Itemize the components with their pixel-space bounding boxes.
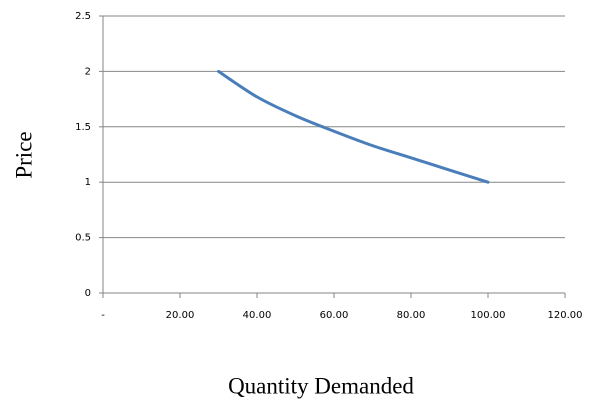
y-tick-label: 1 [85,177,91,188]
x-axis-title: Quantity Demanded [228,373,414,398]
x-tick-label: 60.00 [320,310,349,321]
y-axis-title: Price [11,131,36,178]
y-tick-label: 2.5 [75,11,91,22]
x-tick-label: 120.00 [548,310,583,321]
y-tick-label: 0 [85,288,91,299]
x-tick-label: 40.00 [243,310,272,321]
y-tick-label: 1.5 [75,122,91,133]
x-tick-label: 80.00 [397,310,426,321]
demand-line [217,69,490,184]
x-tick-label: 20.00 [166,310,195,321]
x-tick-label: 100.00 [471,310,506,321]
y-tick-label: 2 [85,66,91,77]
y-tick-label: 0.5 [75,233,91,244]
x-tick-label: - [101,310,105,321]
